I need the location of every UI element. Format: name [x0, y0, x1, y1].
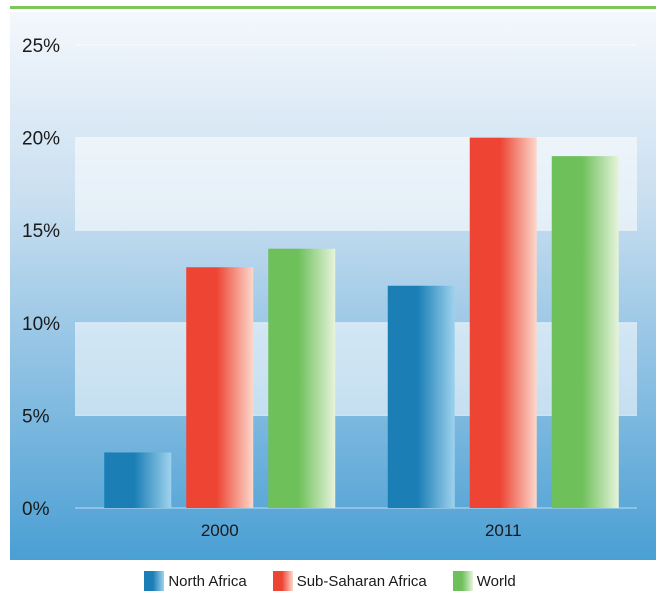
legend: North Africa Sub-Saharan Africa World	[0, 570, 660, 592]
x-category-label: 2000	[201, 521, 239, 540]
legend-label: North Africa	[168, 572, 247, 590]
legend-swatch	[272, 571, 293, 591]
bar-sub-saharan-africa-2011	[469, 137, 537, 508]
legend-swatch	[144, 571, 165, 591]
grid-band	[75, 322, 637, 416]
legend-label: Sub-Saharan Africa	[296, 572, 427, 590]
legend-item: World	[452, 571, 516, 591]
y-tick-label: 5%	[22, 406, 50, 427]
legend-label: World	[476, 572, 516, 590]
bar-world-2011	[551, 156, 619, 508]
bar-north-africa-2011	[387, 285, 455, 508]
y-tick-label: 15%	[22, 221, 60, 242]
bar-sub-saharan-africa-2000	[186, 267, 254, 508]
y-tick-label: 25%	[22, 36, 60, 57]
y-tick-label: 0%	[22, 499, 50, 520]
legend-swatch	[452, 571, 473, 591]
y-tick-label: 10%	[22, 314, 60, 335]
x-category-label: 2011	[485, 521, 522, 540]
legend-item: North Africa	[144, 571, 247, 591]
legend-item: Sub-Saharan Africa	[272, 571, 427, 591]
grid-band	[75, 137, 637, 231]
top-rule	[10, 6, 656, 9]
y-tick-label: 20%	[22, 129, 60, 150]
bar-north-africa-2000	[104, 452, 172, 508]
bar-world-2000	[268, 248, 336, 508]
